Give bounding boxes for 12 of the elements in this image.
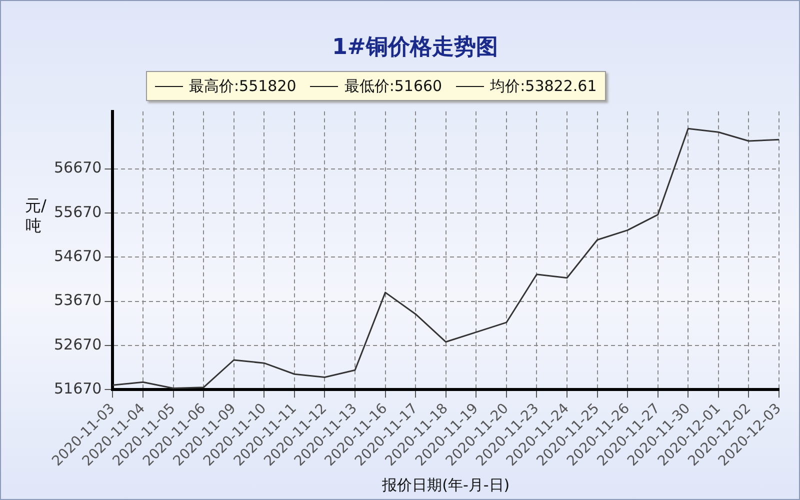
y-tick-label: 55670 bbox=[54, 202, 102, 221]
text: 均价:53822.61 bbox=[489, 76, 597, 96]
y-axis-title: 元/吨 bbox=[25, 196, 46, 236]
y-tick-label: 54670 bbox=[54, 247, 102, 266]
y-tick-label: 51670 bbox=[54, 379, 102, 398]
chart-title: 1#铜价格走势图 bbox=[332, 34, 498, 60]
y-tick-label: 56670 bbox=[54, 158, 102, 177]
x-axis-title: 报价日期(年-月-日) bbox=[381, 476, 510, 494]
text: 最低价:51660 bbox=[343, 76, 442, 96]
y-tick-label: 52670 bbox=[54, 335, 102, 354]
text: 最高价:551820 bbox=[188, 76, 296, 96]
y-tick-label: 53670 bbox=[54, 291, 102, 310]
